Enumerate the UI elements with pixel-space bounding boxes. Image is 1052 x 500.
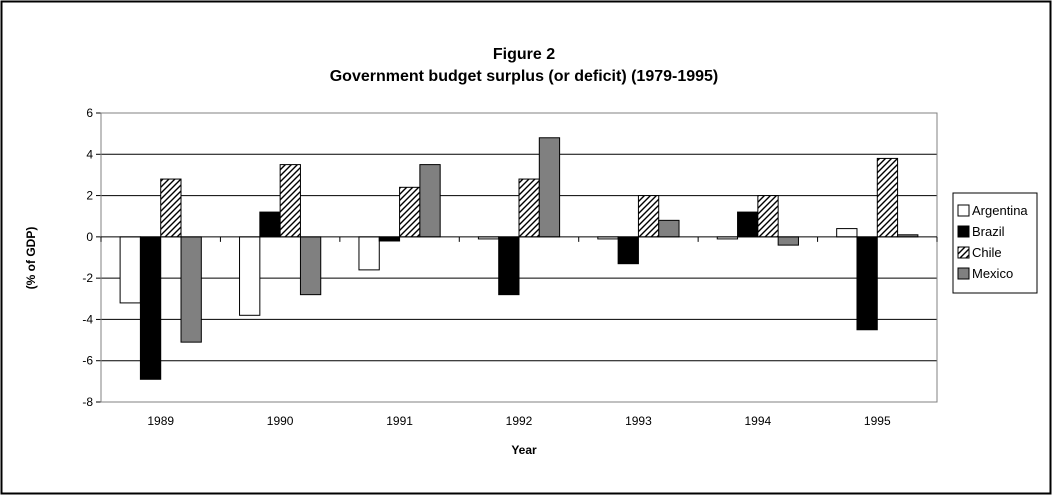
plot-frame [100, 112, 938, 403]
bar-argentina-1989 [119, 236, 141, 304]
chart-title: Figure 2 [493, 46, 555, 63]
bar-brazil-1994 [737, 211, 759, 238]
plot-area: -8 -6 -4 -2 0 2 4 6 1989 1990 1991 1992 1993 1994 1995 [82, 106, 938, 428]
y-tick-label: 0 [86, 230, 93, 244]
x-axis-label: Year [511, 443, 537, 457]
bar-chile-1992 [518, 178, 540, 238]
bar-mexico-1990 [299, 236, 322, 296]
x-tick-label: 1991 [386, 414, 413, 428]
x-tick-label: 1995 [864, 414, 891, 428]
legend-swatch-argentina [957, 204, 970, 217]
bar-argentina-1991 [358, 236, 380, 271]
bar-chile-1993 [637, 195, 660, 238]
legend-label-mexico: Mexico [972, 266, 1013, 281]
legend-swatch-brazil [957, 225, 970, 238]
y-tick-label: -2 [82, 271, 93, 285]
legend-label-brazil: Brazil [972, 224, 1005, 239]
bar-chile-1994 [757, 195, 779, 238]
bar-argentina-1995 [836, 228, 858, 238]
y-axis-label: (% of GDP) [24, 227, 38, 290]
bar-chile-1991 [399, 186, 421, 238]
bar-brazil-1993 [617, 236, 639, 265]
x-tick-label: 1990 [267, 414, 294, 428]
bar-argentina-1990 [239, 236, 261, 316]
bar-brazil-1991 [378, 236, 401, 242]
y-tick-label: -6 [82, 354, 93, 368]
y-tick-label: -4 [82, 312, 93, 326]
y-tick-label: -8 [82, 395, 93, 409]
bar-mexico-1993 [658, 219, 680, 238]
bar-brazil-1990 [259, 211, 281, 238]
legend: Argentina Brazil Chile Mexico [952, 192, 1038, 294]
x-tick-label: 1993 [625, 414, 652, 428]
bar-chile-1990 [279, 164, 301, 238]
bar-chile-1989 [160, 178, 182, 238]
x-tick-label: 1989 [147, 414, 174, 428]
legend-swatch-mexico [957, 267, 970, 280]
bar-brazil-1995 [856, 236, 878, 331]
legend-label-argentina: Argentina [972, 203, 1028, 218]
bar-mexico-1991 [419, 164, 441, 238]
y-tick-label: 4 [86, 147, 93, 161]
legend-label-chile: Chile [972, 245, 1002, 260]
y-tick-label: 6 [86, 106, 93, 120]
bar-mexico-1992 [538, 137, 561, 238]
x-tick-label: 1994 [745, 414, 772, 428]
bar-mexico-1994 [777, 236, 799, 246]
bar-brazil-1989 [139, 236, 162, 380]
chart-subtitle: Government budget surplus (or deficit) (… [330, 68, 719, 85]
bar-chile-1995 [876, 157, 899, 238]
bar-mexico-1989 [180, 236, 202, 343]
bar-brazil-1992 [498, 236, 520, 296]
x-tick-label: 1992 [506, 414, 533, 428]
y-tick-label: 2 [86, 189, 93, 203]
legend-swatch-chile [957, 246, 970, 259]
